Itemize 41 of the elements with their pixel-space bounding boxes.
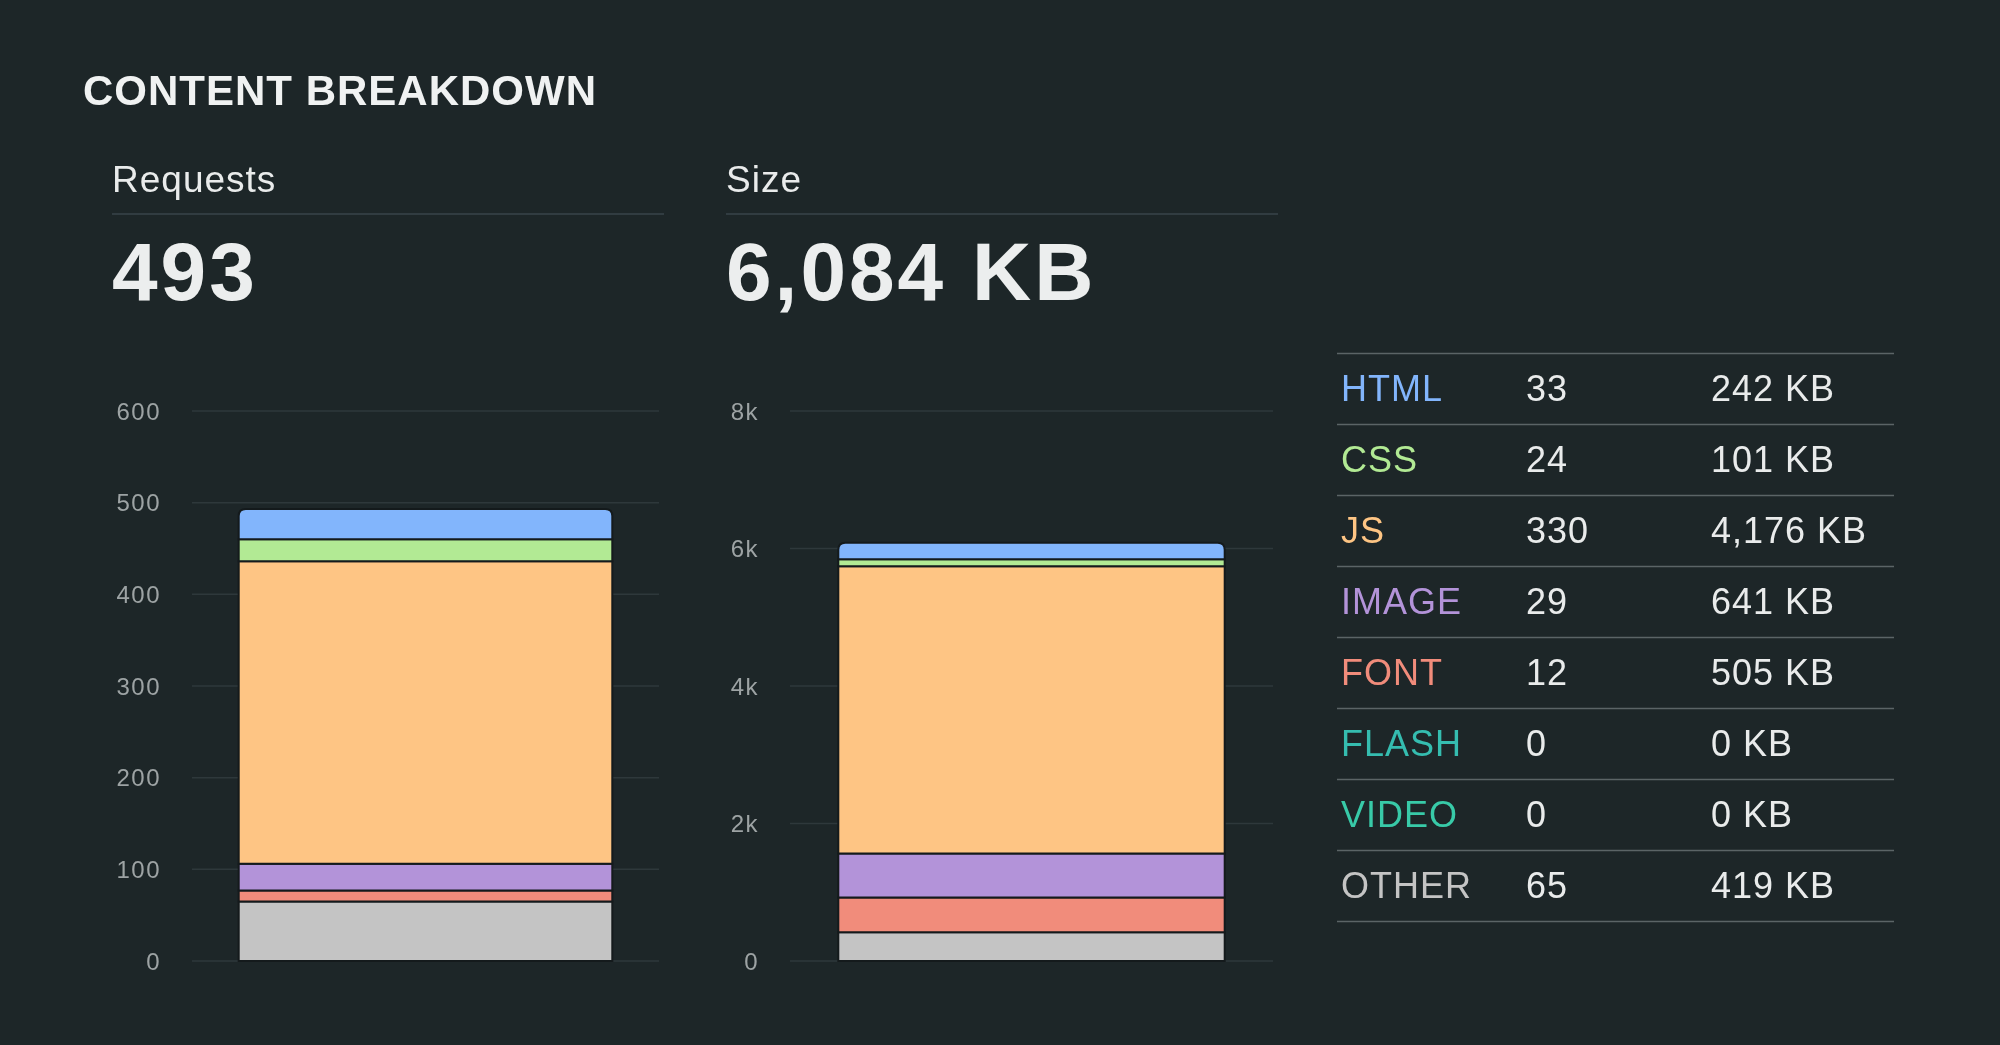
category-label: FONT xyxy=(1341,651,1443,693)
chart-title: Requests xyxy=(112,159,277,200)
y-tick-label: 300 xyxy=(116,672,161,700)
category-label: HTML xyxy=(1341,367,1443,409)
category-label: CSS xyxy=(1341,438,1419,480)
data-label: 101 KB xyxy=(1711,438,1836,480)
data-label: 12 xyxy=(1526,651,1569,693)
data-label: 65 xyxy=(1526,864,1569,906)
y-tick-label: 6k xyxy=(730,535,759,562)
y-tick-label: 2k xyxy=(730,810,759,837)
data-label: 419 KB xyxy=(1711,864,1836,906)
data-label: 24 xyxy=(1526,438,1569,480)
data-label: 4,176 KB xyxy=(1711,509,1868,551)
data-label: 0 xyxy=(1526,722,1548,764)
category-label: IMAGE xyxy=(1341,580,1463,622)
y-tick-label: 100 xyxy=(116,855,161,883)
y-tick-label: 500 xyxy=(116,489,161,517)
text: CONTENT BREAKDOWN xyxy=(83,67,597,114)
data-label: 33 xyxy=(1526,367,1569,409)
category-label: VIDEO xyxy=(1341,793,1459,835)
total-label: 493 xyxy=(112,226,258,317)
y-tick-label: 600 xyxy=(116,397,161,425)
data-label: 29 xyxy=(1526,580,1569,622)
data-label: 641 KB xyxy=(1711,580,1836,622)
y-tick-label: 4k xyxy=(730,672,759,700)
data-label: 242 KB xyxy=(1711,367,1836,409)
y-tick-label: 400 xyxy=(116,580,161,608)
data-label: 0 KB xyxy=(1711,793,1794,835)
category-label: OTHER xyxy=(1341,864,1472,906)
data-label: 505 KB xyxy=(1711,651,1836,693)
y-tick-label: 8k xyxy=(730,397,759,425)
data-label: 0 KB xyxy=(1711,722,1794,764)
y-tick-label: 200 xyxy=(116,764,161,792)
data-label: 330 xyxy=(1526,509,1590,551)
data-label: 0 xyxy=(1526,793,1548,835)
y-tick-label: 0 xyxy=(744,947,759,975)
y-tick-label: 0 xyxy=(146,947,161,975)
category-label: FLASH xyxy=(1341,722,1463,764)
total-label: 6,084 KB xyxy=(726,226,1097,317)
category-label: JS xyxy=(1341,509,1386,551)
chart-title: Size xyxy=(726,159,802,200)
